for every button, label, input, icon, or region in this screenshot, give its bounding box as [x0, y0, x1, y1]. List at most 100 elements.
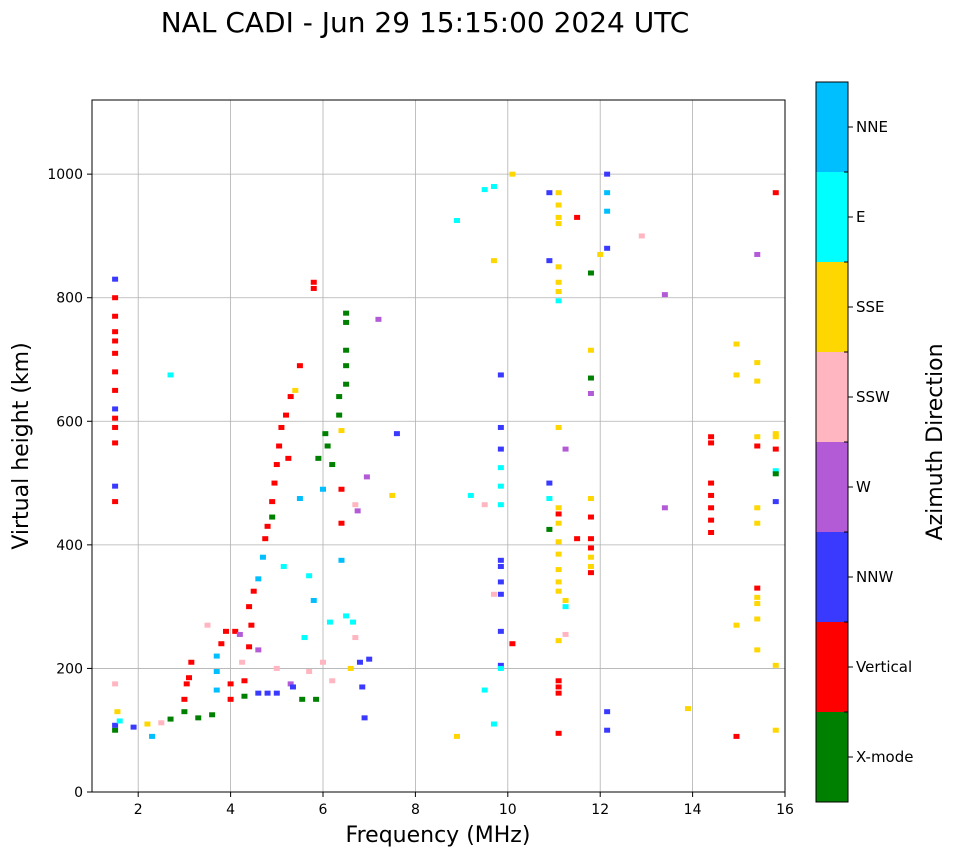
echo-point	[555, 279, 562, 285]
x-tick-label: 10	[499, 802, 517, 818]
echo-point	[562, 631, 569, 637]
echo-point	[509, 171, 516, 177]
echo-point	[289, 684, 296, 690]
echo-point	[112, 329, 119, 335]
echo-point	[587, 390, 594, 396]
y-tick-label: 600	[56, 414, 83, 430]
colorbar-tick-label: Vertical	[856, 658, 912, 676]
echo-point	[754, 443, 761, 449]
colorbar-segment	[816, 712, 848, 802]
colorbar-segment	[816, 622, 848, 712]
colorbar-segment	[816, 172, 848, 262]
echo-point	[236, 631, 243, 637]
echo-point	[167, 372, 174, 378]
echo-point	[306, 669, 313, 675]
echo-point	[604, 245, 611, 251]
echo-point	[112, 499, 119, 505]
y-tick-label: 400	[56, 538, 83, 554]
echo-point	[363, 474, 370, 480]
echo-point	[562, 446, 569, 452]
echo-point	[555, 520, 562, 526]
echo-point	[343, 347, 350, 353]
echo-point	[587, 536, 594, 542]
echo-point	[352, 635, 359, 641]
echo-point	[329, 462, 336, 468]
echo-point	[269, 514, 276, 520]
echo-point	[273, 665, 280, 671]
echo-point	[708, 434, 715, 440]
colorbar-tick-label: NNW	[856, 568, 893, 586]
echo-point	[352, 502, 359, 508]
x-tick-label: 6	[319, 802, 328, 818]
echo-point	[754, 360, 761, 366]
echo-point	[555, 190, 562, 196]
echo-point	[481, 187, 488, 193]
echo-point	[587, 554, 594, 560]
echo-point	[555, 511, 562, 517]
echo-point	[112, 276, 119, 282]
echo-point	[283, 412, 290, 418]
echo-point	[604, 190, 611, 196]
echo-point	[322, 431, 329, 437]
x-tick-label: 16	[776, 802, 794, 818]
echo-point	[497, 502, 504, 508]
echo-point	[343, 319, 350, 325]
echo-point	[772, 499, 779, 505]
echo-point	[112, 722, 119, 728]
y-tick-label: 800	[56, 291, 83, 307]
y-axis-label: Virtual height (km)	[9, 342, 34, 549]
echo-point	[772, 471, 779, 477]
echo-point	[326, 619, 333, 625]
echo-point	[271, 480, 278, 486]
echo-point	[467, 492, 474, 498]
colorbar-tick-label: NNE	[856, 118, 888, 136]
echo-point	[555, 214, 562, 220]
echo-point	[490, 184, 497, 189]
echo-point	[555, 289, 562, 295]
echo-point	[338, 520, 345, 526]
echo-point	[112, 295, 119, 301]
echo-point	[324, 443, 331, 449]
colorbar-tick-label: W	[856, 478, 871, 496]
echo-point	[772, 727, 779, 733]
echo-point	[708, 480, 715, 486]
echo-point	[262, 536, 269, 542]
echo-point	[350, 619, 357, 625]
echo-point	[772, 431, 779, 437]
echo-point	[733, 733, 740, 739]
echo-point	[546, 258, 553, 264]
echo-point	[112, 415, 119, 421]
echo-point	[343, 310, 350, 316]
echo-point	[497, 557, 504, 563]
x-tick-label: 8	[411, 802, 420, 818]
echo-point	[555, 690, 562, 696]
echo-point	[555, 221, 562, 227]
echo-point	[754, 594, 761, 600]
echo-point	[241, 678, 248, 684]
echo-point	[772, 190, 779, 196]
echo-point	[587, 570, 594, 576]
echo-point	[315, 455, 322, 461]
echo-point	[708, 492, 715, 498]
echo-point	[555, 298, 562, 304]
echo-point	[604, 171, 611, 177]
echo-point	[336, 412, 343, 418]
echo-point	[587, 496, 594, 502]
colorbar-frame	[815, 81, 849, 803]
echo-point	[112, 369, 119, 375]
echo-point	[555, 264, 562, 270]
echo-point	[574, 214, 581, 220]
echo-point	[661, 505, 668, 511]
echo-point	[209, 712, 216, 718]
echo-point	[232, 628, 239, 634]
echo-point	[186, 675, 193, 681]
echo-point	[497, 465, 504, 471]
colorbar-tick-label: SSE	[856, 298, 885, 316]
echo-point	[555, 684, 562, 690]
echo-point	[343, 381, 350, 387]
echo-point	[481, 687, 488, 693]
echo-point	[733, 341, 740, 347]
echo-point	[772, 434, 779, 440]
echo-point	[546, 496, 553, 502]
